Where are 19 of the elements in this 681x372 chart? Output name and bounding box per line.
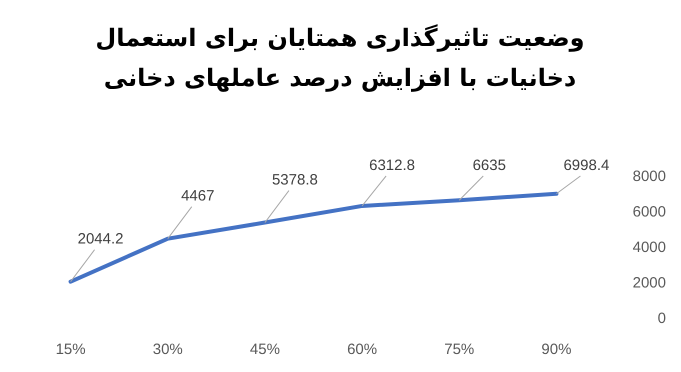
y-tick-label: 4000 [632,239,666,256]
data-label: 5378.8 [272,172,318,189]
x-tick-label: 60% [347,341,378,358]
data-label: 2044.2 [78,230,124,248]
line-series [68,192,558,284]
x-tick-label: 15% [56,341,86,358]
data-label: 6312.8 [369,157,416,174]
chart-title: وضعیت تاثیرگذاری همتایان برای استعمال دخانیات با افزایش درصد عاملهای دخانی [94,23,586,94]
data-label: 4467 [181,188,214,205]
y-tick-label: 6000 [632,204,666,220]
x-tick-label: 75% [444,341,474,358]
data-label: 6998.4 [563,157,610,174]
x-tick-label: 90% [541,341,572,358]
data-label: 6635 [472,157,506,174]
x-tick-label: 45% [250,341,280,358]
y-tick-label: 0 [658,310,666,327]
y-tick-label: 8000 [632,168,666,185]
y-tick-label: 2000 [632,274,666,292]
x-tick-label: 30% [152,341,183,358]
